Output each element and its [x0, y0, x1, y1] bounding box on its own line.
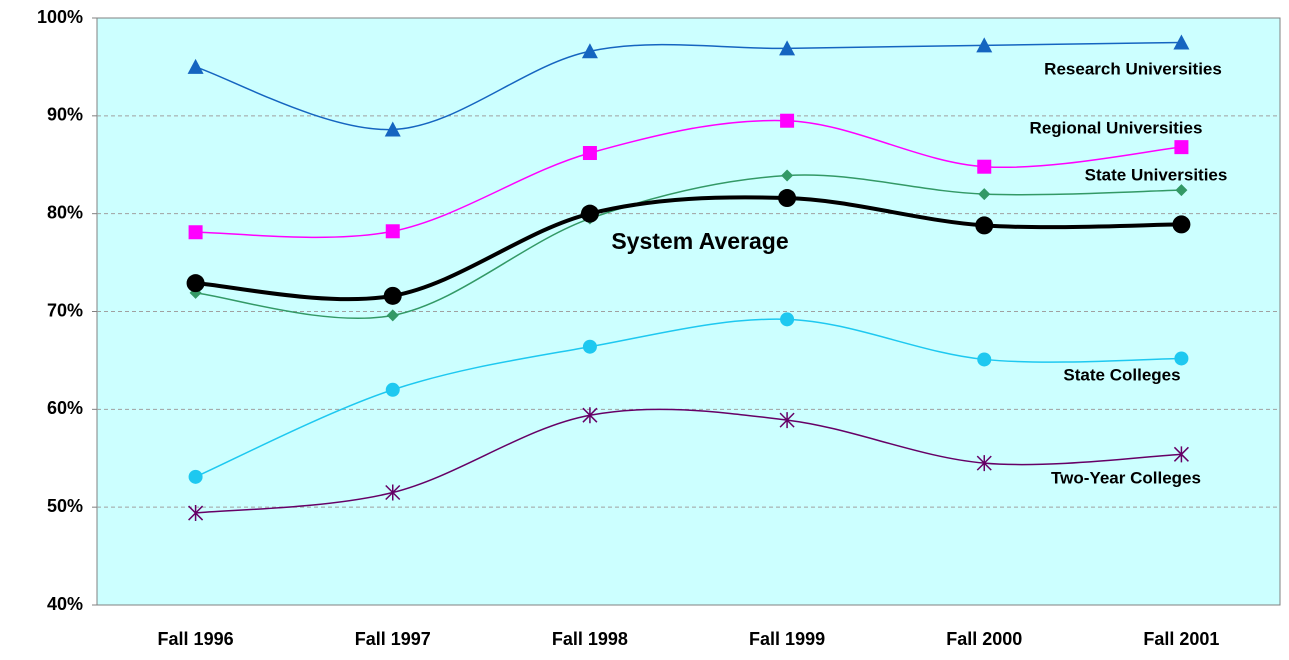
marker — [977, 352, 992, 367]
x-tick-label: Fall 1996 — [158, 629, 234, 649]
marker — [781, 169, 794, 182]
y-tick-label: 40% — [47, 594, 83, 614]
marker — [780, 312, 795, 327]
x-tick-label: Fall 1998 — [552, 629, 628, 649]
marker — [779, 40, 796, 56]
marker — [383, 286, 402, 305]
y-tick-label: 100% — [37, 7, 83, 27]
marker — [582, 407, 598, 424]
marker — [975, 216, 994, 235]
x-tick-label: Fall 1997 — [355, 629, 431, 649]
series-line — [195, 408, 1182, 514]
marker — [1173, 34, 1190, 50]
series-label: Research Universities — [1044, 59, 1222, 78]
y-tick-label: 60% — [47, 398, 83, 418]
series-line — [195, 195, 1182, 302]
series-line — [195, 119, 1182, 239]
series-label: Regional Universities — [1030, 118, 1203, 137]
series-label: State Colleges — [1063, 365, 1180, 384]
series-line — [195, 174, 1182, 319]
marker — [778, 189, 797, 208]
marker — [976, 37, 993, 53]
marker — [780, 113, 795, 128]
marker — [385, 382, 400, 397]
marker — [1174, 351, 1189, 366]
marker — [582, 339, 597, 354]
series-line — [195, 318, 1182, 478]
series-label: System Average — [611, 228, 788, 254]
marker — [1172, 215, 1191, 234]
marker — [384, 121, 401, 137]
marker — [978, 188, 991, 201]
marker — [582, 146, 597, 161]
marker — [1175, 184, 1188, 197]
x-tick-label: Fall 2001 — [1143, 629, 1219, 649]
x-tick-label: Fall 2000 — [946, 629, 1022, 649]
marker — [976, 455, 992, 472]
marker — [188, 225, 203, 240]
marker — [187, 58, 204, 74]
marker — [580, 204, 599, 223]
y-tick-label: 70% — [47, 300, 83, 320]
marker — [188, 505, 204, 522]
marker — [779, 412, 795, 429]
marker — [1174, 140, 1189, 155]
marker — [386, 309, 399, 322]
series-label: State Universities — [1085, 165, 1228, 184]
y-tick-label: 50% — [47, 496, 83, 516]
series-label: Two-Year Colleges — [1051, 468, 1201, 487]
series-line — [195, 41, 1182, 131]
marker — [186, 274, 205, 293]
marker — [581, 43, 598, 59]
marker — [385, 484, 401, 501]
y-tick-label: 90% — [47, 105, 83, 125]
marker — [1173, 446, 1189, 463]
y-tick-label: 80% — [47, 202, 83, 222]
marker — [977, 159, 992, 174]
marker — [385, 224, 400, 239]
x-tick-label: Fall 1999 — [749, 629, 825, 649]
marker — [188, 469, 203, 484]
